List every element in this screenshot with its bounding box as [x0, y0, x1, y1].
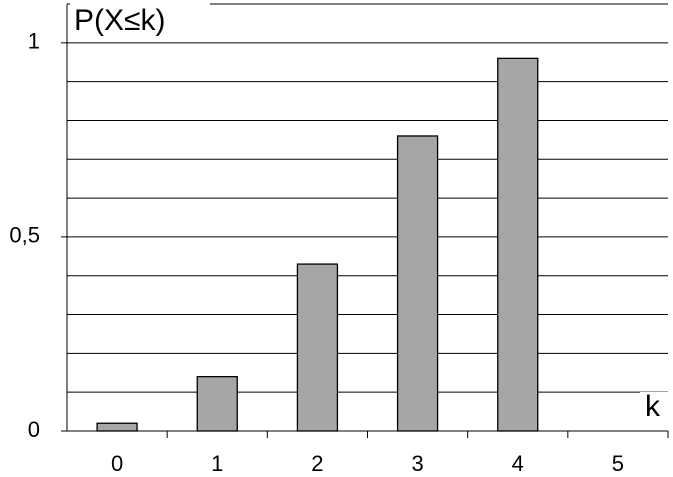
bar: [396, 135, 439, 432]
x-tick-label: 1: [211, 451, 223, 476]
x-tick-label: 4: [512, 451, 524, 476]
bar: [196, 376, 238, 432]
bar: [96, 422, 138, 432]
bar: [296, 263, 339, 432]
y-tick-label: 0: [28, 417, 40, 442]
label-backdrop: [70, 0, 210, 40]
label-backdrop: [640, 392, 670, 426]
x-tick-label: 0: [111, 451, 123, 476]
grid: [67, 3, 668, 432]
x-tick-label: 2: [311, 451, 323, 476]
x-axis-label: k: [645, 390, 661, 423]
y-axis-label: P(X≤k): [74, 4, 165, 37]
y-tick-label: 1: [28, 29, 40, 54]
bar: [497, 57, 539, 432]
x-tick-label: 5: [612, 451, 624, 476]
y-tick-label: 0,5: [9, 223, 40, 248]
x-tick-label: 3: [411, 451, 423, 476]
